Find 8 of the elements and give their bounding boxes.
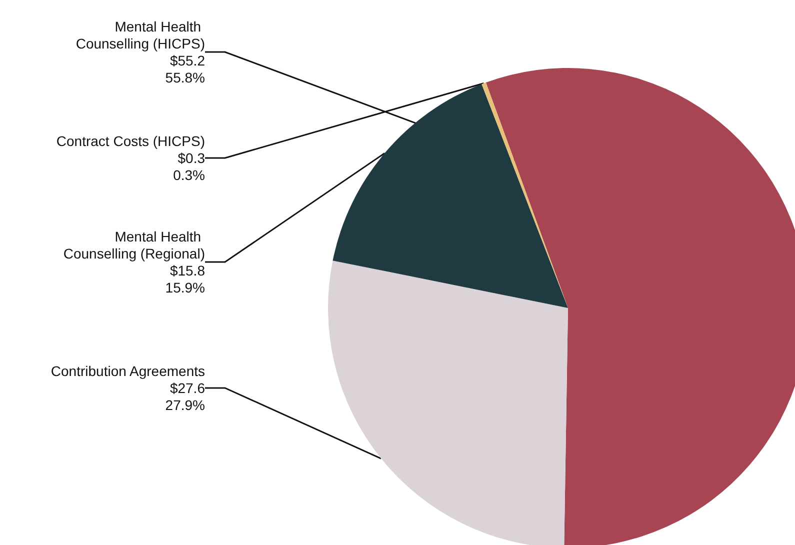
slice-label: Mental Health Counselling (Regional) — [63, 228, 205, 262]
data-label: $27.6 27.9% — [165, 380, 206, 413]
data-label: $15.8 15.9% — [165, 262, 206, 296]
data-label: $55.2 55.8% — [165, 52, 206, 86]
data-label: $0.3 0.3% — [173, 150, 206, 183]
slice-label: Contribution Agreements — [50, 363, 205, 379]
slice-label: Mental Health Counselling (HICPS) — [76, 18, 205, 52]
slice-label: Contract Costs (HICPS) — [56, 133, 205, 149]
